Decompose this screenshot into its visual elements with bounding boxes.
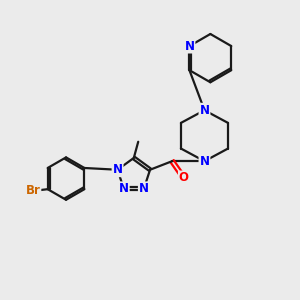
- Text: O: O: [179, 172, 189, 184]
- Text: N: N: [139, 182, 149, 195]
- Text: Br: Br: [26, 184, 40, 197]
- Text: N: N: [112, 163, 123, 176]
- Text: N: N: [200, 104, 209, 117]
- Text: N: N: [200, 155, 209, 168]
- Text: N: N: [119, 182, 129, 195]
- Text: N: N: [184, 40, 194, 52]
